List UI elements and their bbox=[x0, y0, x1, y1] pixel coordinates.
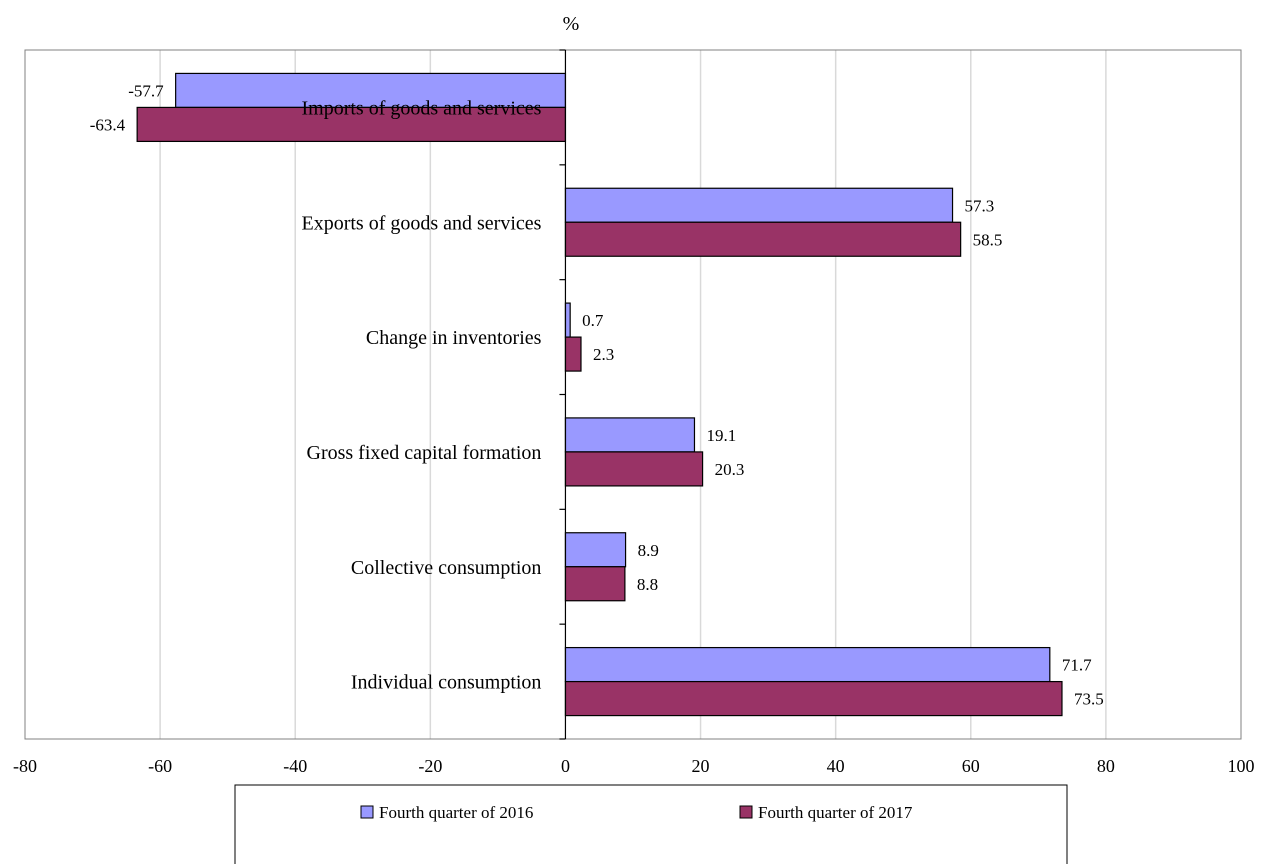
category-label: Individual consumption bbox=[351, 672, 542, 694]
category-label: Gross fixed capital formation bbox=[307, 442, 542, 464]
category-label: Exports of goods and services bbox=[301, 212, 541, 234]
bar-2016 bbox=[564, 646, 1051, 683]
category-label: Collective consumption bbox=[351, 557, 542, 579]
data-label: 57.3 bbox=[965, 196, 995, 215]
data-label: 71.7 bbox=[1062, 656, 1092, 675]
gridlines bbox=[159, 50, 1107, 739]
legend: Fourth quarter of 2016 Fourth quarter of… bbox=[234, 784, 1068, 864]
axes bbox=[559, 49, 567, 740]
x-tick-label: -60 bbox=[148, 756, 172, 776]
bar-2017 bbox=[564, 566, 626, 602]
data-label: 58.5 bbox=[973, 230, 1003, 249]
category-label: Change in inventories bbox=[366, 327, 542, 349]
data-label: -63.4 bbox=[90, 115, 126, 134]
x-tick-label: 40 bbox=[827, 756, 845, 776]
bar-2016 bbox=[564, 532, 627, 568]
data-label: 8.8 bbox=[637, 575, 658, 594]
bar-2016 bbox=[564, 417, 696, 453]
legend-label-2017: Fourth quarter of 2017 bbox=[758, 803, 913, 822]
category-labels: Imports of goods and services Exports of … bbox=[301, 97, 541, 693]
bar-2017 bbox=[136, 106, 567, 143]
x-tick-label: 20 bbox=[692, 756, 710, 776]
legend-label-2016: Fourth quarter of 2016 bbox=[379, 803, 533, 822]
x-tick-label: 0 bbox=[561, 756, 570, 776]
data-label: 8.9 bbox=[638, 541, 659, 560]
x-tick-label: -20 bbox=[418, 756, 442, 776]
data-label: 19.1 bbox=[706, 426, 736, 445]
x-tick-label: 80 bbox=[1097, 756, 1115, 776]
data-label: 20.3 bbox=[715, 460, 745, 479]
bar-2016 bbox=[564, 187, 954, 223]
bars bbox=[136, 72, 1063, 717]
data-label: -57.7 bbox=[128, 81, 164, 100]
x-tick-label: -40 bbox=[283, 756, 307, 776]
bar-2016 bbox=[564, 302, 571, 338]
bar-2017 bbox=[564, 221, 962, 257]
bar-2017 bbox=[564, 680, 1063, 717]
bar-2017 bbox=[564, 336, 582, 372]
x-tick-label: 100 bbox=[1228, 756, 1255, 776]
legend-box bbox=[234, 784, 1068, 864]
data-labels: -57.7-63.4 57.3 58.5 0.7 2.3 19.1 20.3 8.9 8.8 71… bbox=[90, 81, 1104, 708]
y-axis-unit-label: % bbox=[563, 13, 580, 35]
x-tick-label: 60 bbox=[962, 756, 980, 776]
x-tick-label: -80 bbox=[13, 756, 37, 776]
bar-2017 bbox=[564, 451, 704, 487]
data-label: 2.3 bbox=[593, 345, 614, 364]
x-tick-labels: -80 -60 -40 -20 0 20 40 60 80 100 bbox=[13, 756, 1255, 776]
legend-swatch-2016 bbox=[360, 805, 374, 819]
category-label: Imports of goods and services bbox=[301, 97, 541, 119]
data-label: 73.5 bbox=[1074, 690, 1104, 709]
plot-area bbox=[24, 49, 1242, 740]
legend-swatch-2017 bbox=[739, 805, 753, 819]
data-label: 0.7 bbox=[582, 311, 604, 330]
